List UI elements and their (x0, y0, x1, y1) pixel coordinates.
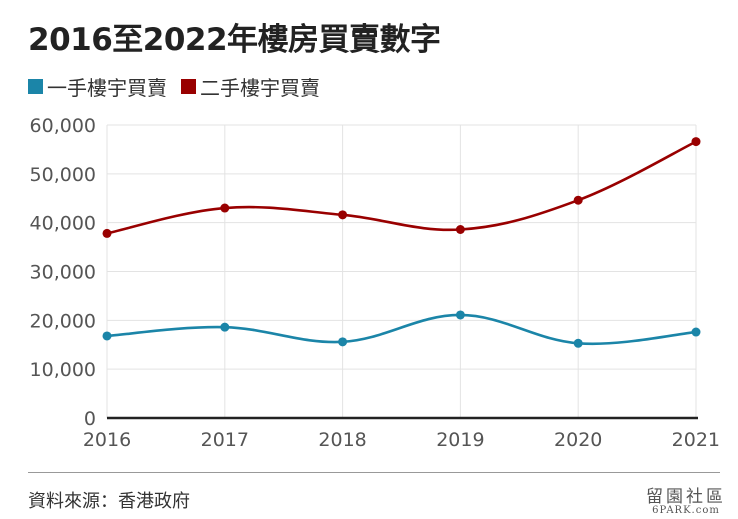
x-tick-label: 2017 (201, 429, 249, 451)
chart-title: 2016至2022年樓房買賣數字 (28, 22, 441, 58)
data-point-0 (102, 331, 112, 341)
data-point-1 (338, 210, 348, 220)
legend-item-first-hand: 一手樓宇買賣 (28, 72, 167, 101)
x-tick-label: 2021 (672, 429, 720, 451)
watermark-text: 留園社區 (646, 487, 726, 507)
data-point-0 (691, 327, 701, 337)
y-tick-label: 60,000 (30, 115, 96, 137)
y-tick-label: 20,000 (30, 310, 96, 332)
series-line-0 (106, 313, 697, 346)
watermark-url: 6PARK.com (652, 505, 720, 516)
data-point-1 (573, 195, 583, 205)
data-point-0 (338, 337, 348, 347)
legend: 一手樓宇買賣 二手樓宇買賣 (28, 72, 334, 101)
data-point-0 (455, 310, 465, 320)
y-tick-label: 0 (84, 408, 96, 430)
y-tick-label: 40,000 (30, 213, 96, 235)
legend-swatch-first-hand (28, 79, 43, 94)
y-tick-label: 50,000 (30, 164, 96, 186)
watermark-logo: 留園社區 6PARK.com (646, 482, 726, 516)
data-point-1 (220, 203, 230, 213)
x-tick-label: 2016 (83, 429, 131, 451)
x-tick-label: 2018 (318, 429, 366, 451)
data-point-0 (573, 338, 583, 348)
source-note: 資料來源：香港政府 (28, 491, 190, 512)
y-tick-label: 30,000 (30, 262, 96, 284)
series-line-1 (106, 140, 697, 235)
footer-divider (28, 472, 720, 473)
x-tick-label: 2019 (436, 429, 484, 451)
legend-label-second-hand: 二手樓宇買賣 (200, 76, 320, 100)
legend-label-first-hand: 一手樓宇買賣 (47, 76, 167, 100)
legend-item-second-hand: 二手樓宇買賣 (181, 72, 320, 101)
data-point-1 (691, 137, 701, 147)
data-point-1 (102, 228, 112, 238)
data-point-1 (455, 225, 465, 235)
data-point-0 (220, 322, 230, 332)
legend-swatch-second-hand (181, 79, 196, 94)
y-tick-label: 10,000 (30, 359, 96, 381)
x-tick-label: 2020 (554, 429, 602, 451)
